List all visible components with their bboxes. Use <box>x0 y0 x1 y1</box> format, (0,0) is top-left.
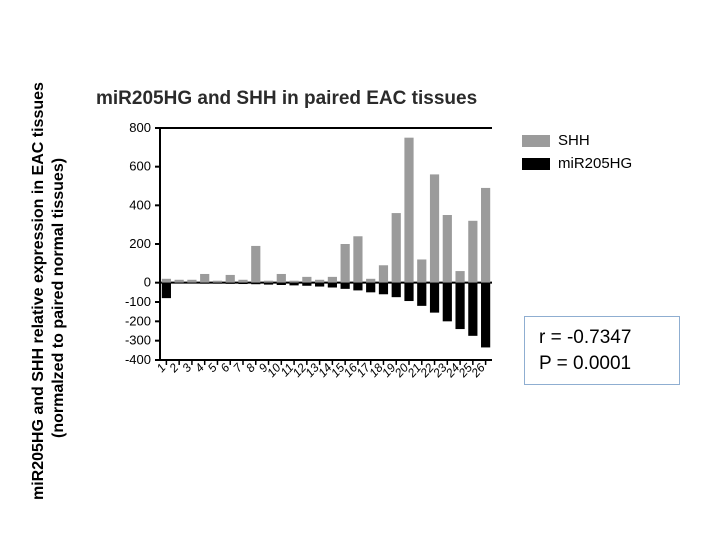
svg-text:-200: -200 <box>125 313 151 328</box>
y-axis-label-line1: miR205HG and SHH relative expression in … <box>30 82 48 500</box>
svg-text:-400: -400 <box>125 352 151 367</box>
svg-text:-300: -300 <box>125 333 151 348</box>
svg-text:0: 0 <box>144 275 151 290</box>
svg-text:-100: -100 <box>125 294 151 309</box>
bar-chart: 0200400600800-400-300-200-10012345678910… <box>106 122 496 412</box>
legend-swatch-mir205hg <box>522 158 550 170</box>
y-axis-label-line2: (normalzed to paired normal tissues) <box>50 158 68 438</box>
chart-svg: 0200400600800-400-300-200-10012345678910… <box>106 122 496 412</box>
legend-label-shh: SHH <box>558 132 590 149</box>
svg-text:600: 600 <box>129 159 151 174</box>
stats-p-value: P = 0.0001 <box>539 351 665 377</box>
svg-text:200: 200 <box>129 236 151 251</box>
stats-box: r = -0.7347 P = 0.0001 <box>524 316 680 385</box>
stats-r-value: r = -0.7347 <box>539 325 665 351</box>
legend-item-shh: SHH <box>522 132 632 149</box>
legend-swatch-shh <box>522 135 550 147</box>
svg-text:800: 800 <box>129 122 151 135</box>
legend: SHH miR205HG <box>522 132 632 178</box>
svg-text:400: 400 <box>129 197 151 212</box>
legend-item-mir205hg: miR205HG <box>522 155 632 172</box>
chart-title: miR205HG and SHH in paired EAC tissues <box>96 88 477 110</box>
legend-label-mir205hg: miR205HG <box>558 155 632 172</box>
